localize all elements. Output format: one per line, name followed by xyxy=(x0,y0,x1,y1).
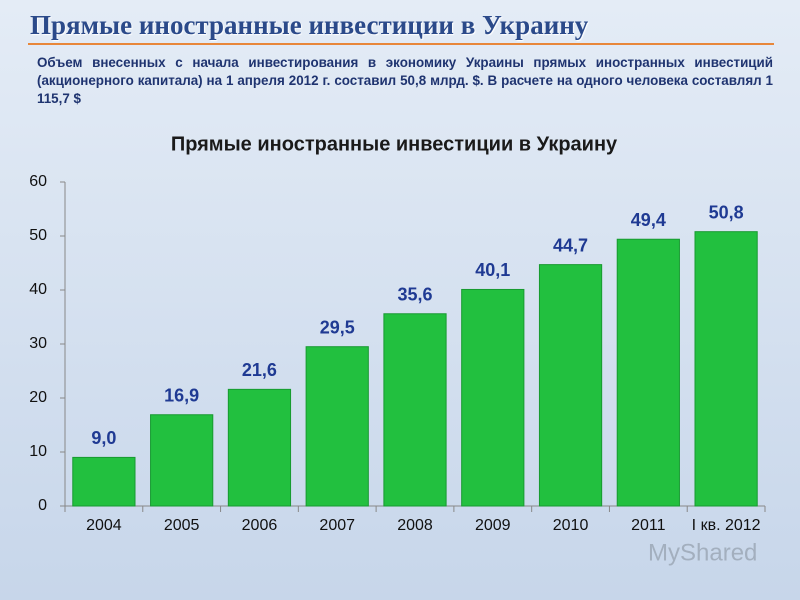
value-label: 29,5 xyxy=(320,317,355,337)
chart-title: Прямые иностранные инвестиции в Украину xyxy=(171,133,618,155)
x-tick-label: 2007 xyxy=(319,517,355,534)
y-tick-label: 60 xyxy=(29,173,47,190)
value-label: 9,0 xyxy=(91,428,116,448)
x-tick-label: 2004 xyxy=(86,517,122,534)
y-tick-label: 50 xyxy=(29,227,47,244)
y-tick-label: 30 xyxy=(29,335,47,352)
watermark: MyShared xyxy=(648,539,757,566)
x-tick-label: 2010 xyxy=(553,517,589,534)
value-label: 21,6 xyxy=(242,360,277,380)
x-tick-label: 2005 xyxy=(164,517,200,534)
y-tick-label: 20 xyxy=(29,389,47,406)
value-label: 16,9 xyxy=(164,385,199,405)
y-tick-label: 10 xyxy=(29,443,47,460)
description: Объем внесенных с начала инвестирования … xyxy=(37,55,773,106)
value-label: 49,4 xyxy=(631,210,666,230)
title-rule xyxy=(28,43,774,45)
bar xyxy=(150,414,214,507)
bar xyxy=(538,264,603,507)
x-tick-label: 2006 xyxy=(242,517,278,534)
bar xyxy=(461,288,525,507)
bar xyxy=(694,231,758,507)
value-label: 35,6 xyxy=(397,285,432,305)
y-tick-label: 40 xyxy=(29,281,47,298)
value-label: 50,8 xyxy=(709,202,744,222)
x-tick-label: I кв. 2012 xyxy=(692,517,761,534)
bar xyxy=(72,456,136,507)
value-label: 44,7 xyxy=(553,235,588,255)
value-label: 40,1 xyxy=(475,260,510,280)
y-tick-label: 0 xyxy=(38,497,47,514)
bar xyxy=(383,313,447,507)
x-tick-label: 2009 xyxy=(475,517,511,534)
slide-title: Прямые иностранные инвестиции в Украину xyxy=(30,10,589,40)
bar xyxy=(616,238,680,507)
bar xyxy=(305,346,369,507)
x-tick-label: 2008 xyxy=(397,517,433,534)
bar xyxy=(227,388,292,507)
x-tick-label: 2011 xyxy=(631,517,666,534)
